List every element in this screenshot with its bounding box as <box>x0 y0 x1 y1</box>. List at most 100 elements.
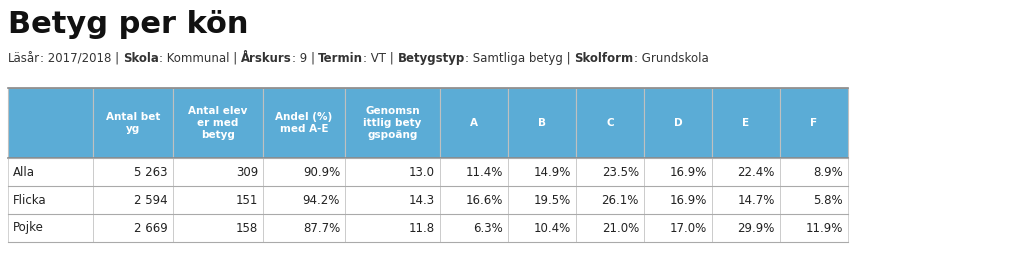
Text: : 2017/2018 |: : 2017/2018 | <box>40 52 123 65</box>
Text: : 9 |: : 9 | <box>292 52 318 65</box>
Text: 10.4%: 10.4% <box>534 221 571 234</box>
Text: F: F <box>810 118 817 128</box>
Text: Betygstyp: Betygstyp <box>398 52 465 65</box>
Bar <box>173 186 263 214</box>
Text: 151: 151 <box>236 194 258 206</box>
Bar <box>712 158 780 186</box>
Bar <box>263 186 345 214</box>
Bar <box>263 88 345 158</box>
Text: : Grundskola: : Grundskola <box>634 52 709 65</box>
Bar <box>93 158 173 186</box>
Bar <box>508 186 575 214</box>
Text: Läsår: Läsår <box>8 52 40 65</box>
Text: D: D <box>674 118 682 128</box>
Text: 14.3: 14.3 <box>409 194 435 206</box>
Text: Skolform: Skolform <box>574 52 634 65</box>
Text: 19.5%: 19.5% <box>534 194 571 206</box>
Text: : VT |: : VT | <box>364 52 398 65</box>
Bar <box>173 88 263 158</box>
Text: Antal bet
yg: Antal bet yg <box>105 112 160 134</box>
Bar <box>93 214 173 242</box>
Bar <box>508 88 575 158</box>
Text: A: A <box>470 118 478 128</box>
Bar <box>575 88 644 158</box>
Text: 21.0%: 21.0% <box>602 221 639 234</box>
Text: 29.9%: 29.9% <box>737 221 775 234</box>
Bar <box>93 88 173 158</box>
Text: 16.9%: 16.9% <box>670 194 707 206</box>
Text: 11.4%: 11.4% <box>466 166 503 178</box>
Text: Skola: Skola <box>123 52 159 65</box>
Bar <box>173 158 263 186</box>
Bar <box>93 186 173 214</box>
Bar <box>780 158 848 186</box>
Text: 22.4%: 22.4% <box>737 166 775 178</box>
Text: 5.8%: 5.8% <box>813 194 843 206</box>
Text: 309: 309 <box>236 166 258 178</box>
Bar <box>712 214 780 242</box>
Bar <box>575 214 644 242</box>
Text: Alla: Alla <box>13 166 35 178</box>
Bar <box>263 158 345 186</box>
Bar <box>644 88 712 158</box>
Text: 26.1%: 26.1% <box>602 194 639 206</box>
Bar <box>575 158 644 186</box>
Text: 14.9%: 14.9% <box>534 166 571 178</box>
Text: Termin: Termin <box>318 52 364 65</box>
Text: 14.7%: 14.7% <box>737 194 775 206</box>
Bar <box>173 214 263 242</box>
Bar <box>8 158 93 186</box>
Bar <box>780 186 848 214</box>
Text: 11.9%: 11.9% <box>806 221 843 234</box>
Bar <box>345 186 440 214</box>
Bar <box>440 214 508 242</box>
Text: B: B <box>538 118 546 128</box>
Text: Andel (%)
med A-E: Andel (%) med A-E <box>275 112 333 134</box>
Bar <box>508 158 575 186</box>
Text: 94.2%: 94.2% <box>303 194 340 206</box>
Text: 16.9%: 16.9% <box>670 166 707 178</box>
Text: 158: 158 <box>236 221 258 234</box>
Bar <box>345 88 440 158</box>
Text: 23.5%: 23.5% <box>602 166 639 178</box>
Text: Betyg per kön: Betyg per kön <box>8 10 249 39</box>
Text: Pojke: Pojke <box>13 221 44 234</box>
Bar <box>644 186 712 214</box>
Bar <box>8 88 93 158</box>
Text: E: E <box>742 118 750 128</box>
Bar <box>644 158 712 186</box>
Bar <box>263 214 345 242</box>
Bar <box>712 88 780 158</box>
Text: 16.6%: 16.6% <box>466 194 503 206</box>
Text: 90.9%: 90.9% <box>303 166 340 178</box>
Text: C: C <box>606 118 613 128</box>
Bar <box>508 214 575 242</box>
Bar <box>440 88 508 158</box>
Text: 8.9%: 8.9% <box>813 166 843 178</box>
Text: Antal elev
er med
betyg: Antal elev er med betyg <box>188 106 248 140</box>
Text: : Kommunal |: : Kommunal | <box>159 52 241 65</box>
Bar <box>440 158 508 186</box>
Bar <box>8 186 93 214</box>
Text: 5 263: 5 263 <box>134 166 168 178</box>
Text: 11.8: 11.8 <box>409 221 435 234</box>
Bar <box>345 158 440 186</box>
Text: 13.0: 13.0 <box>409 166 435 178</box>
Bar <box>575 186 644 214</box>
Text: : Samtliga betyg |: : Samtliga betyg | <box>465 52 574 65</box>
Text: 2 669: 2 669 <box>134 221 168 234</box>
Text: Årskurs: Årskurs <box>241 52 292 65</box>
Text: 87.7%: 87.7% <box>303 221 340 234</box>
Bar <box>780 214 848 242</box>
Text: 17.0%: 17.0% <box>670 221 707 234</box>
Bar <box>8 214 93 242</box>
Bar <box>644 214 712 242</box>
Text: 2 594: 2 594 <box>134 194 168 206</box>
Bar <box>345 214 440 242</box>
Bar <box>440 186 508 214</box>
Text: Genomsn
ittlig bety
gspoäng: Genomsn ittlig bety gspoäng <box>364 106 422 140</box>
Bar <box>780 88 848 158</box>
Text: 6.3%: 6.3% <box>473 221 503 234</box>
Bar <box>712 186 780 214</box>
Text: Flicka: Flicka <box>13 194 47 206</box>
